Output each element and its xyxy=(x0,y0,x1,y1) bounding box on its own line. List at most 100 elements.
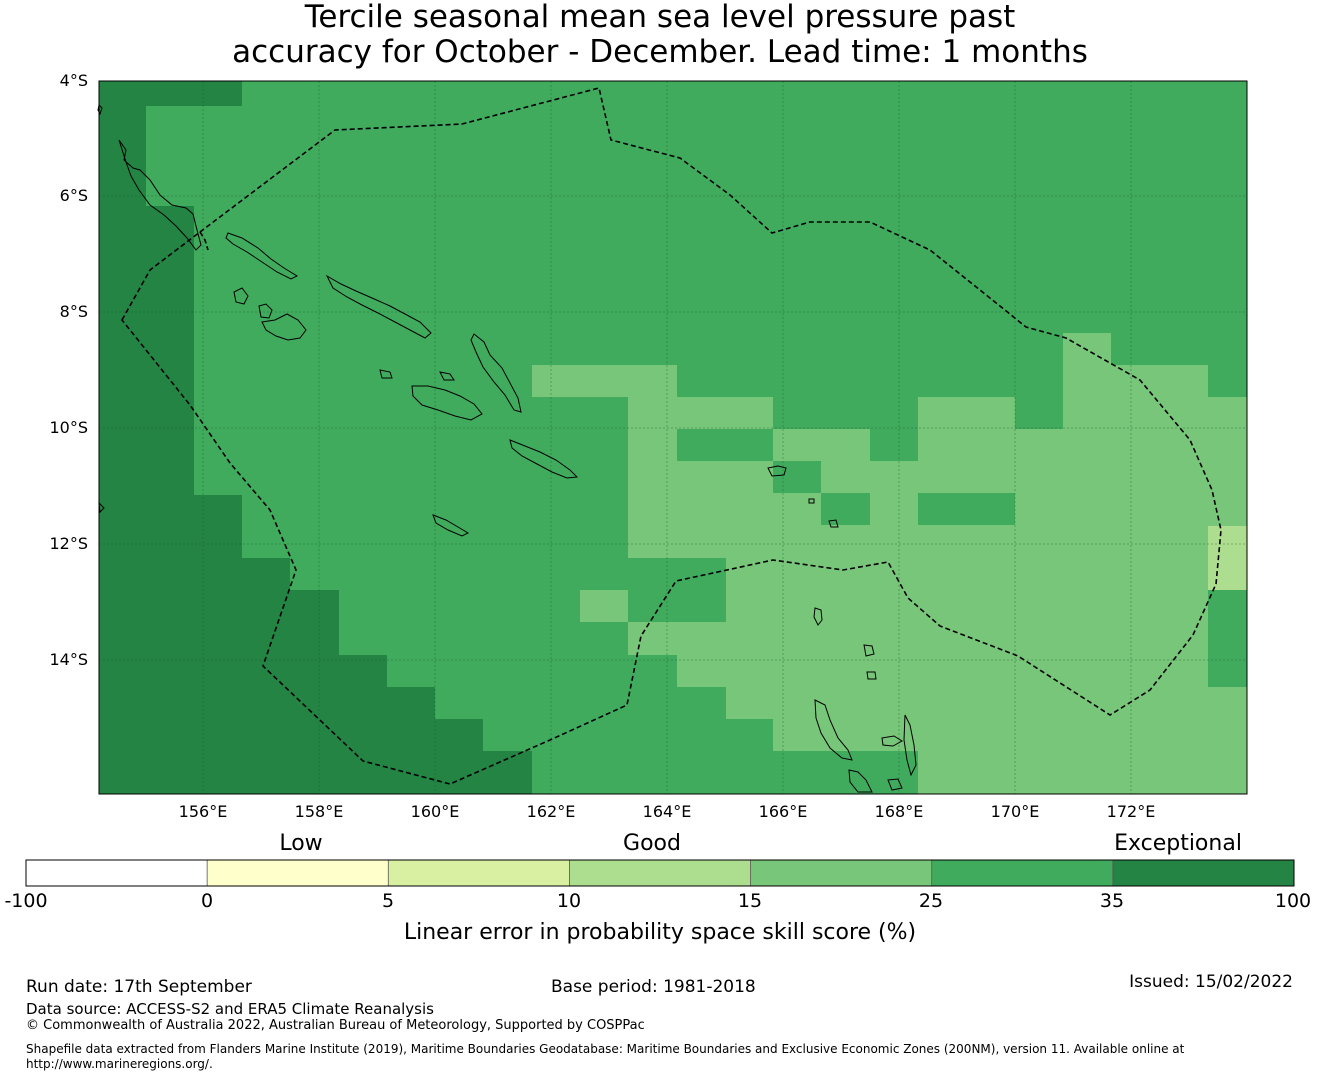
coastline-kolombangara xyxy=(258,303,273,319)
skill-region-25-35 xyxy=(821,493,870,525)
coastline-utupua xyxy=(808,498,815,504)
lon-label-166e: 166°E xyxy=(758,802,808,821)
skill-region-25-35 xyxy=(628,558,677,590)
lat-label-14s: 14°S xyxy=(49,650,88,669)
eez-solomon-islands xyxy=(121,87,1222,785)
skill-region-exceptional xyxy=(99,719,483,751)
data-source: Data source: ACCESS-S2 and ERA5 Climate … xyxy=(26,1000,434,1018)
coastline-malakula xyxy=(848,769,873,793)
coastline-ambae xyxy=(881,735,903,747)
skill-region-exceptional xyxy=(99,495,242,558)
lat-label-12s: 12°S xyxy=(49,534,88,553)
skill-region-25-35 xyxy=(1015,397,1063,429)
skill-region-25-35 xyxy=(677,429,773,461)
shapefile-credit-line-1: Shapefile data extracted from Flanders M… xyxy=(26,1042,1185,1056)
skill-region-15-25 xyxy=(870,493,918,525)
shapefile-credit-line-2: http://www.marineregions.org/. xyxy=(26,1057,213,1071)
coastline-ambrym xyxy=(887,778,903,791)
skill-region-15-25 xyxy=(628,525,1208,558)
colorbar-tick: -100 xyxy=(4,890,48,912)
coastline-maewo xyxy=(866,671,877,680)
skill-region-15-25 xyxy=(628,493,821,525)
skill-region-25-35 xyxy=(773,461,821,493)
copyright: © Commonwealth of Australia 2022, Austra… xyxy=(26,1018,645,1033)
colorbar-tick: 15 xyxy=(737,890,763,912)
colorbar-tick: 25 xyxy=(918,890,944,912)
skill-region-10-15 xyxy=(1208,526,1247,590)
colorbar-tick: 0 xyxy=(200,890,214,912)
skill-region-15-25 xyxy=(628,461,773,493)
lon-label-168e: 168°E xyxy=(874,802,924,821)
coastlines xyxy=(97,103,917,793)
colorbar-tick: 10 xyxy=(556,890,582,912)
run-date: Run date: 17th September xyxy=(26,977,252,997)
skill-region-25-35 xyxy=(677,558,726,622)
coastline-vanikoro xyxy=(828,519,839,528)
skill-region-15-25 xyxy=(628,397,773,429)
lat-label-4s: 4°S xyxy=(59,71,88,90)
colorbar-segment xyxy=(931,860,1113,886)
skill-region-15-25 xyxy=(1063,365,1208,397)
skill-region-15-25 xyxy=(580,590,628,622)
coastline-santa-isabel xyxy=(325,274,432,339)
map-frame xyxy=(98,80,1248,795)
coastline-choiseul xyxy=(225,232,299,280)
skill-region-15-25 xyxy=(628,429,677,461)
eez-inner-line xyxy=(199,231,209,251)
coastline-bougainville xyxy=(118,139,202,251)
coastline-rennell xyxy=(432,514,470,537)
skill-region-exceptional xyxy=(99,751,532,794)
coastline-vella-lavella xyxy=(233,287,249,305)
lat-label-10s: 10°S xyxy=(49,418,88,437)
skill-region-exceptional xyxy=(99,558,290,590)
colorbar-tick: 5 xyxy=(381,890,395,912)
lon-label-160e: 160°E xyxy=(410,802,460,821)
coastline-vanua-lava xyxy=(813,607,823,626)
skill-region-15-25 xyxy=(918,429,1015,493)
skill-region-15-25 xyxy=(628,622,1208,655)
lon-label-162e: 162°E xyxy=(526,802,576,821)
coastline-small-1 xyxy=(379,369,393,379)
lon-label-158e: 158°E xyxy=(294,802,344,821)
skill-region-15-25 xyxy=(821,461,918,493)
skill-region-exceptional xyxy=(99,687,435,719)
base-period: Base period: 1981-2018 xyxy=(551,977,756,997)
eez-boundaries xyxy=(121,87,1222,785)
coastline-espiritu-santo xyxy=(814,699,853,761)
skill-region-15-25 xyxy=(726,590,1208,622)
coastline-gaua xyxy=(863,644,875,657)
lat-label-8s: 8°S xyxy=(59,302,88,321)
issued-date: Issued: 15/02/2022 xyxy=(1129,972,1293,992)
lon-label-156e: 156°E xyxy=(178,802,228,821)
skill-region-15-25 xyxy=(532,365,677,397)
coastline-new-georgia xyxy=(261,313,307,341)
lon-label-172e: 172°E xyxy=(1106,802,1156,821)
colorbar-category-good: Good xyxy=(623,831,681,856)
colorbar xyxy=(25,859,1295,887)
colorbar-segment xyxy=(1112,860,1294,886)
title-line-1: Tercile seasonal mean sea level pressure… xyxy=(304,0,1016,35)
colorbar-segment xyxy=(207,860,389,886)
lon-label-170e: 170°E xyxy=(990,802,1040,821)
colorbar-category-low: Low xyxy=(279,831,323,856)
colorbar-segment xyxy=(569,860,751,886)
coastline-ndende xyxy=(767,465,787,477)
skill-region-15-25 xyxy=(773,429,870,461)
skill-region-15-25 xyxy=(1063,397,1247,429)
coastline-pentecost xyxy=(903,714,917,777)
colorbar-segment xyxy=(750,860,932,886)
coastline-makira xyxy=(509,439,579,479)
coastline-malaita xyxy=(470,333,522,413)
coastline-guadalcanal xyxy=(411,385,483,421)
skill-region-15-25 xyxy=(726,558,1208,590)
lat-label-6s: 6°S xyxy=(59,186,88,205)
colorbar-segment xyxy=(388,860,570,886)
colorbar-tick: 100 xyxy=(1274,890,1312,912)
title-line-2: accuracy for October - December. Lead ti… xyxy=(232,34,1088,70)
colorbar-segment xyxy=(26,860,208,886)
skill-region-exceptional xyxy=(99,81,146,206)
coastline-small-2 xyxy=(439,371,455,381)
skill-region-exceptional xyxy=(99,590,339,655)
colorbar-title: Linear error in probability space skill … xyxy=(403,920,917,945)
